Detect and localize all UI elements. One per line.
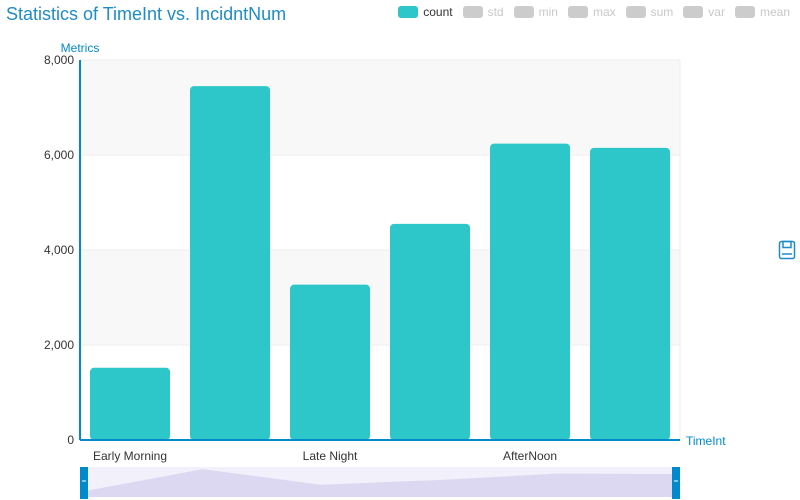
y-tick-label: 0 [67,433,74,447]
x-tick-label: AfterNoon [503,449,557,463]
zoom-handle-left[interactable] [80,467,88,499]
x-tick-label: Early Morning [93,449,167,463]
y-tick-label: 4,000 [44,243,74,257]
y-tick-label: 8,000 [44,53,74,67]
bar-5[interactable] [490,144,570,440]
y-tick-label: 2,000 [44,338,74,352]
y-axis-label: Metrics [61,41,100,55]
bar-1[interactable] [90,368,170,440]
zoom-handle-right[interactable] [672,467,680,499]
bar-2[interactable] [190,86,270,440]
x-axis-label: TimeInt [686,434,726,448]
bar-3[interactable] [290,285,370,440]
bar-6[interactable] [590,148,670,440]
x-tick-label: Late Night [303,449,358,463]
grid-band [80,60,680,155]
bar-4[interactable] [390,224,470,440]
y-tick-label: 6,000 [44,148,74,162]
